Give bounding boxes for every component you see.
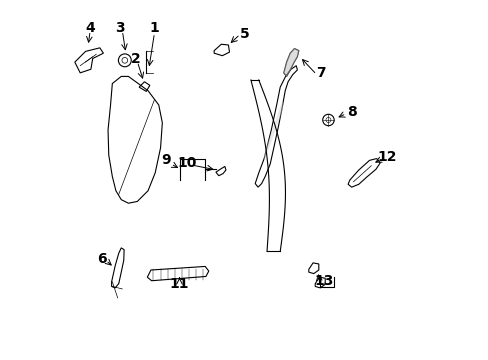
Text: 10: 10 xyxy=(177,156,197,170)
Text: 6: 6 xyxy=(97,252,106,266)
Text: 5: 5 xyxy=(239,27,249,41)
Text: 8: 8 xyxy=(346,105,356,119)
Text: 2: 2 xyxy=(130,51,140,66)
Text: 12: 12 xyxy=(377,150,396,164)
Text: 3: 3 xyxy=(115,21,125,35)
Text: 1: 1 xyxy=(149,21,159,35)
Text: 7: 7 xyxy=(316,66,325,80)
Text: 11: 11 xyxy=(169,277,189,291)
Text: 4: 4 xyxy=(85,21,95,35)
Text: 13: 13 xyxy=(313,274,333,288)
Text: 9: 9 xyxy=(161,153,170,167)
Polygon shape xyxy=(283,49,298,76)
